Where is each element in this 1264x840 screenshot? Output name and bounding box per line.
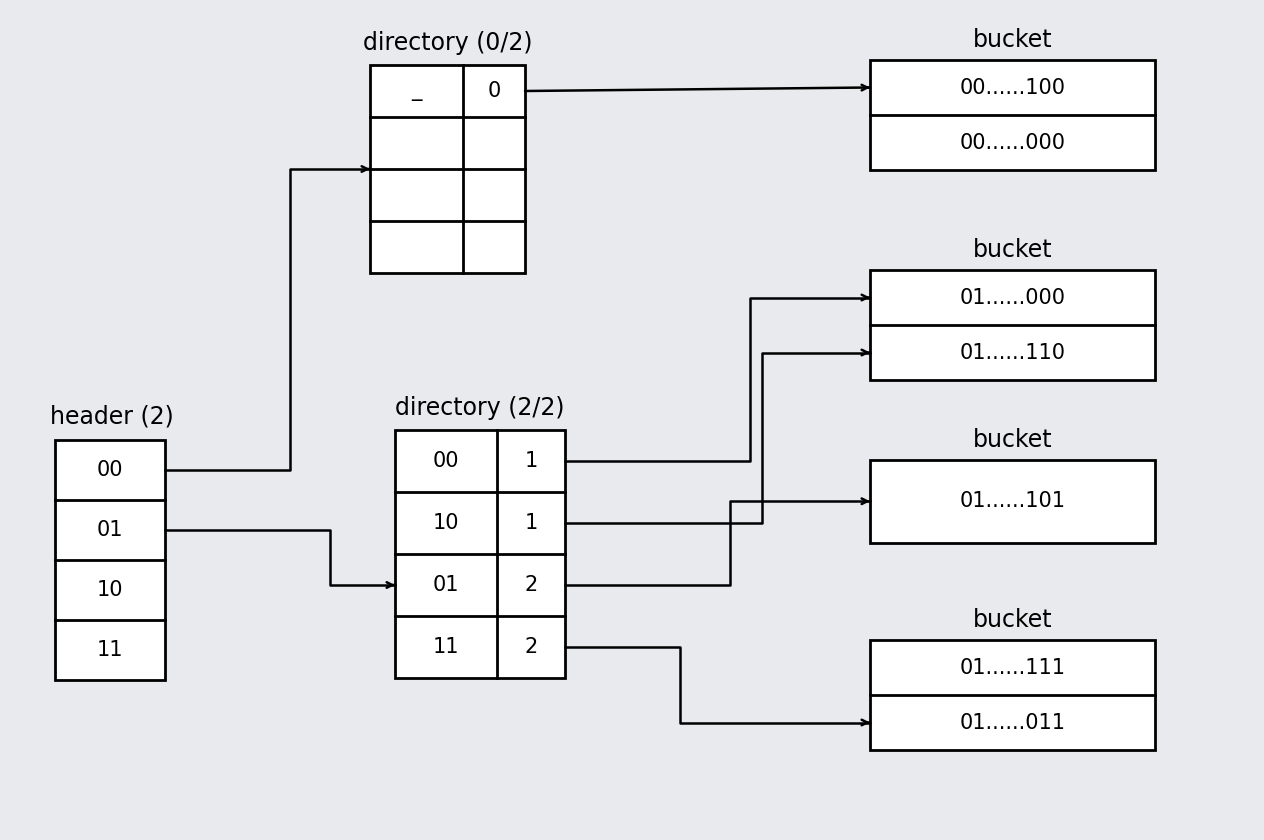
Text: 00......100: 00......100 xyxy=(959,77,1066,97)
FancyBboxPatch shape xyxy=(394,430,565,678)
Text: 00: 00 xyxy=(432,451,459,471)
Text: 01......011: 01......011 xyxy=(959,712,1066,732)
FancyBboxPatch shape xyxy=(56,440,166,680)
Text: 00......000: 00......000 xyxy=(959,133,1066,153)
Text: 2: 2 xyxy=(525,575,537,595)
Text: 01......110: 01......110 xyxy=(959,343,1066,363)
Text: 1: 1 xyxy=(525,513,537,533)
FancyBboxPatch shape xyxy=(870,270,1155,380)
FancyBboxPatch shape xyxy=(370,65,525,273)
Text: 11: 11 xyxy=(432,637,459,657)
Text: bucket: bucket xyxy=(973,428,1053,452)
Text: 01: 01 xyxy=(97,520,124,540)
FancyBboxPatch shape xyxy=(870,60,1155,170)
Text: 01......101: 01......101 xyxy=(959,491,1066,512)
Text: 11: 11 xyxy=(97,640,124,660)
Text: _: _ xyxy=(411,81,422,101)
Text: 01......111: 01......111 xyxy=(959,658,1066,678)
Text: bucket: bucket xyxy=(973,608,1053,632)
Text: directory (0/2): directory (0/2) xyxy=(363,31,532,55)
Text: 01......000: 01......000 xyxy=(959,287,1066,307)
Text: 2: 2 xyxy=(525,637,537,657)
Text: bucket: bucket xyxy=(973,238,1053,262)
Text: 0: 0 xyxy=(488,81,501,101)
Text: 01: 01 xyxy=(432,575,459,595)
Text: bucket: bucket xyxy=(973,28,1053,52)
Text: 1: 1 xyxy=(525,451,537,471)
Text: header (2): header (2) xyxy=(51,404,173,428)
Text: directory (2/2): directory (2/2) xyxy=(396,396,565,420)
FancyBboxPatch shape xyxy=(870,460,1155,543)
FancyBboxPatch shape xyxy=(870,640,1155,750)
Text: 10: 10 xyxy=(432,513,459,533)
Text: 00: 00 xyxy=(97,460,124,480)
Text: 10: 10 xyxy=(97,580,124,600)
